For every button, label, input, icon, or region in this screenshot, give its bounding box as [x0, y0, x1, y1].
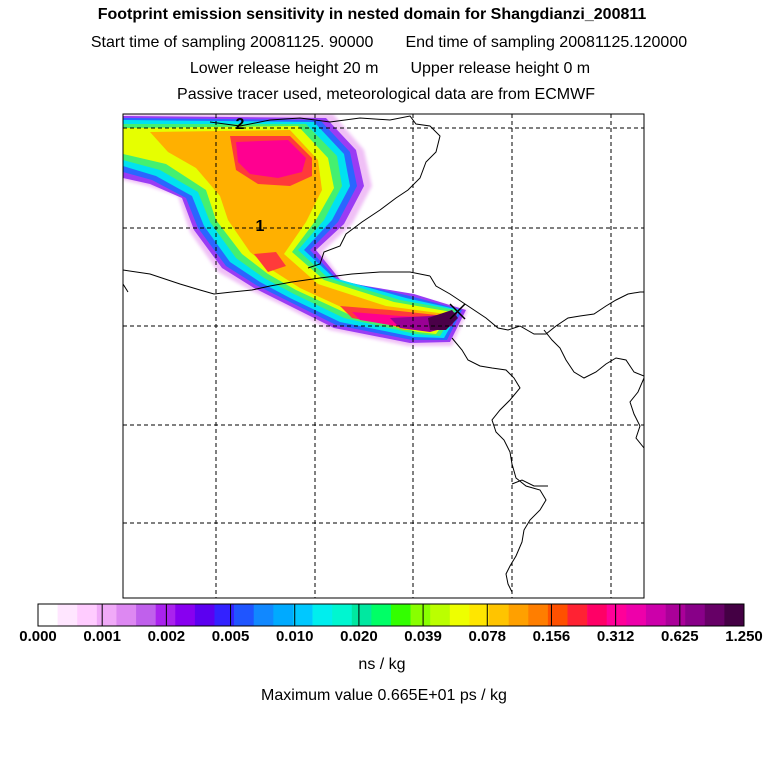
colorbar-swatch: [449, 604, 470, 626]
plume-layer: [123, 114, 468, 346]
coastline-korea: [629, 377, 644, 449]
x-marker-icon: [449, 303, 466, 320]
colorbar-unit: ns / kg: [358, 656, 406, 673]
plot-title: Footprint emission sensitivity in nested…: [97, 6, 647, 23]
colorbar-swatch: [57, 604, 78, 626]
sampling-time-line: Start time of sampling 20081125. 90000 En…: [5, 34, 768, 52]
colorbar-swatch: [253, 604, 274, 626]
plume-band-magenta: [236, 140, 450, 330]
colorbar-swatch: [194, 604, 215, 626]
colorbar-tick-label: 0.010: [275, 628, 314, 645]
end-time-text: End time of sampling 20081125.120000: [405, 34, 688, 51]
coastline-peninsula: [543, 329, 644, 379]
colorbar-tick-label: 0.625: [661, 628, 699, 645]
coastline-east: [429, 275, 644, 335]
max-value-text: Maximum value 0.665E+01 ps / kg: [261, 687, 507, 704]
colorbar-swatch: [96, 604, 117, 626]
colorbar-swatch: [312, 604, 333, 626]
colorbar-tick-label: 0.312: [596, 628, 635, 645]
colorbar-swatch: [704, 604, 725, 626]
trajectory-marker-1: 1: [256, 218, 265, 235]
colorbar-swatch: [645, 604, 666, 626]
colorbar-swatch: [469, 604, 490, 626]
colorbar-swatch: [38, 604, 58, 626]
colorbar-swatch: [587, 604, 608, 626]
lower-release-text: Lower release height 20 m: [189, 60, 379, 77]
upper-release-text: Upper release height 0 m: [410, 60, 591, 77]
colorbar-tick-label: 0.020: [340, 628, 378, 645]
coastline-south: [511, 479, 548, 487]
colorbar: [37, 603, 745, 627]
start-time-text: Start time of sampling 20081125. 90000: [90, 34, 374, 51]
colorbar-swatch: [626, 604, 647, 626]
colorbar-swatch: [489, 604, 509, 626]
colorbar-tick-label: 0.078: [468, 628, 507, 645]
colorbar-swatch: [410, 604, 431, 626]
colorbar-swatch: [685, 604, 706, 626]
colorbar-swatch: [606, 604, 627, 626]
colorbar-swatch: [567, 604, 588, 626]
colorbar-swatch: [724, 604, 745, 626]
colorbar-swatch: [351, 604, 372, 626]
colorbar-tick-label: 0.156: [532, 628, 571, 645]
colorbar-swatch: [292, 604, 313, 626]
colorbar-tick-label: 0.005: [211, 628, 250, 645]
colorbar-swatch: [665, 604, 686, 626]
plume-band-orange: [150, 130, 446, 330]
tracer-note: Passive tracer used, meteorological data…: [177, 86, 595, 103]
colorbar-swatch: [214, 604, 235, 626]
colorbar-swatch: [547, 604, 568, 626]
colorbar-swatch: [77, 604, 98, 626]
trajectory-marker-2: 2: [236, 116, 245, 133]
colorbar-swatch: [273, 604, 294, 626]
colorbar-swatch: [175, 604, 196, 626]
colorbar-swatch: [234, 604, 255, 626]
plume-band-darkest: [428, 310, 458, 330]
colorbar-swatch: [116, 604, 137, 626]
release-height-line: Lower release height 20 m Upper release h…: [6, 60, 768, 78]
coastline-mid: [123, 269, 431, 295]
colorbar-swatch: [371, 604, 392, 626]
coastline-north: [209, 115, 441, 269]
colorbar-swatch: [155, 604, 176, 626]
colorbar-tick-label: 0.002: [147, 628, 186, 645]
colorbar-swatch: [508, 604, 529, 626]
colorbar-frame: [37, 603, 745, 627]
colorbar-tick-label: 1.250: [725, 628, 763, 645]
colorbar-swatch: [528, 604, 549, 626]
plume-band-red: [230, 136, 446, 328]
colorbar-swatch: [332, 604, 353, 626]
colorbar-tick-label: 0.001: [83, 628, 121, 645]
colorbar-swatch: [391, 604, 411, 626]
map-frame: [122, 113, 645, 599]
coastline-bay: [451, 337, 547, 593]
colorbar-swatch: [136, 604, 156, 626]
colorbar-swatch: [430, 604, 451, 626]
colorbar-tick-label: 0.039: [404, 628, 442, 645]
coastline-west: [123, 283, 129, 293]
coastlines: [123, 115, 644, 593]
gridlines: [123, 114, 644, 598]
colorbar-tick-label: 0.000: [19, 628, 57, 645]
